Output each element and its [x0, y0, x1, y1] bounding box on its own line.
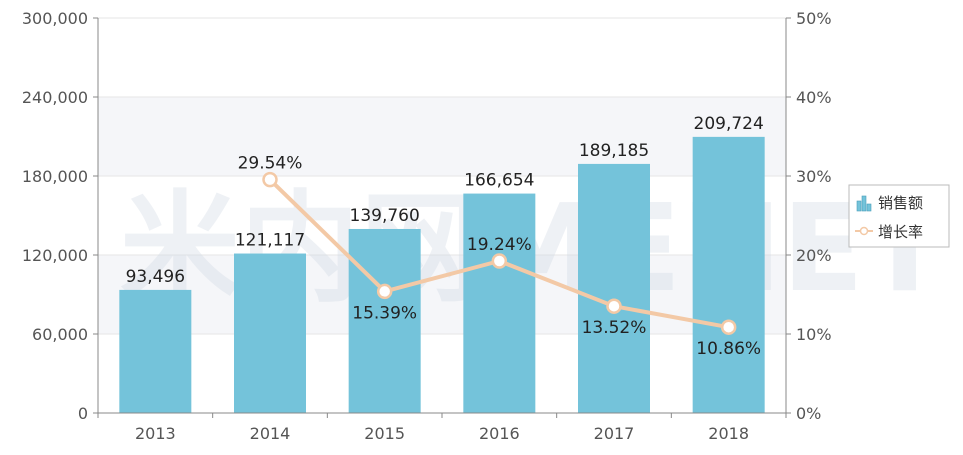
growth-label-2015: 15.39%: [352, 303, 417, 323]
growth-point-2017: [606, 298, 622, 314]
bar-label-2017: 189,185: [579, 141, 649, 161]
growth-point-2016: [491, 253, 508, 269]
y-left-tick-label: 0: [78, 404, 88, 423]
x-tick-label-2013: 2013: [135, 424, 176, 443]
y-left-tick-label: 240,000: [22, 88, 88, 107]
y-left-tick-label: 300,000: [22, 9, 88, 28]
bar-2015: [348, 228, 421, 413]
growth-label-2014: 29.54%: [238, 154, 303, 174]
line-series: [262, 171, 737, 335]
y-right-tick-label: 10%: [796, 325, 832, 344]
y-left-tick-label: 180,000: [22, 167, 88, 186]
tick-labels: 0 60,000 120,000 180,000 240,000 300,000 0% 10%…: [22, 9, 832, 443]
bar-2014: [234, 253, 306, 413]
plot-band: [98, 97, 786, 176]
y-right-tick-label: 20%: [796, 246, 832, 265]
x-tick-label-2016: 2016: [479, 424, 520, 443]
bar-chart-icon-bar: [866, 203, 872, 212]
bar-label-2013: 93,496: [126, 267, 185, 287]
legend-label-growth: 增长率: [878, 223, 923, 241]
plot-band: [98, 255, 786, 334]
bar-2017: [578, 163, 650, 413]
y-right-tick-label: 0%: [796, 404, 821, 423]
y-left-tick-label: 60,000: [32, 325, 88, 344]
bar-chart-icon: [856, 195, 872, 212]
x-tick-label-2018: 2018: [708, 424, 749, 443]
legend: 销售额 增长率: [848, 184, 950, 248]
growth-point-2015: [376, 283, 393, 300]
data-labels: 93,496 121,117 139,760 166,654 189,185 209,72…: [126, 114, 764, 359]
bar-label-2015: 139,760: [350, 206, 420, 226]
y-right-tick-label: 40%: [796, 88, 832, 107]
legend-label-sales: 销售额: [878, 194, 923, 212]
y-right-tick-label: 30%: [796, 167, 832, 186]
plot-bands: [98, 97, 786, 334]
x-tick-label-2014: 2014: [250, 424, 291, 443]
bar-2016: [463, 193, 536, 413]
x-tick-label-2015: 2015: [364, 424, 405, 443]
bar-2013: [119, 289, 192, 413]
legend-box: [848, 184, 950, 248]
growth-point-2018: [720, 319, 737, 335]
growth-point-2014: [262, 171, 278, 188]
bar-label-2016: 166,654: [464, 171, 534, 191]
bar-chart-icon-bar: [856, 200, 862, 212]
growth-label-2017: 13.52%: [582, 318, 647, 338]
line-marker-icon: [855, 226, 873, 236]
x-tick-label-2017: 2017: [594, 424, 635, 443]
axes: [93, 17, 791, 418]
line-marker-icon-dot: [859, 226, 869, 236]
growth-label-2016: 19.24%: [467, 235, 532, 255]
grid-lines: [98, 17, 786, 335]
bar-chart-icon-bar: [861, 195, 867, 212]
y-right-tick-label: 50%: [796, 9, 832, 28]
bar-2018: [692, 136, 765, 413]
y-left-tick-label: 120,000: [22, 246, 88, 265]
bar-label-2014: 121,117: [235, 231, 305, 251]
bar-label-2018: 209,724: [694, 114, 764, 134]
bar-series: [119, 136, 765, 413]
growth-label-2018: 10.86%: [696, 339, 761, 359]
